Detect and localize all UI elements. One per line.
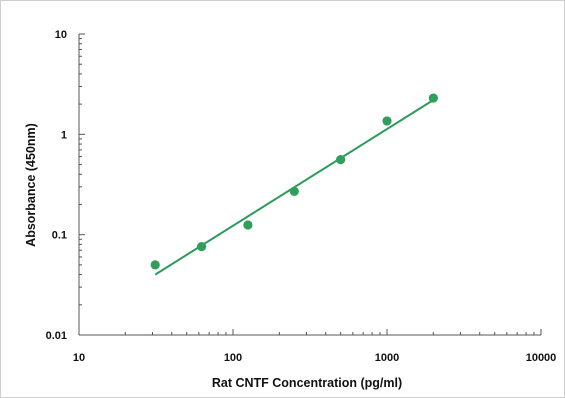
data-point (243, 220, 253, 230)
x-tick-label: 10000 (526, 352, 557, 364)
x-tick-label: 100 (224, 352, 242, 364)
y-tick-label: 10 (55, 29, 67, 41)
y-tick-label: 1 (61, 129, 67, 141)
data-points (150, 93, 438, 270)
data-point (382, 116, 392, 126)
axes (78, 33, 542, 336)
data-point (336, 154, 346, 165)
data-point (428, 93, 438, 103)
data-point (196, 242, 207, 252)
y-tick-label: 0.1 (52, 230, 67, 242)
x-tick-label: 10 (73, 352, 85, 364)
x-axis-title: Rat CNTF Concentration (pg/ml) (212, 376, 402, 390)
y-tick-label: 0.01 (46, 330, 67, 342)
y-axis-title: Absorbance (450nm) (24, 123, 38, 247)
data-point (289, 186, 299, 196)
tick-labels: 10 100 1000 10000 0.01 0.1 1 10 (46, 29, 557, 364)
x-tick-label: 1000 (375, 352, 399, 364)
data-point (150, 260, 160, 270)
